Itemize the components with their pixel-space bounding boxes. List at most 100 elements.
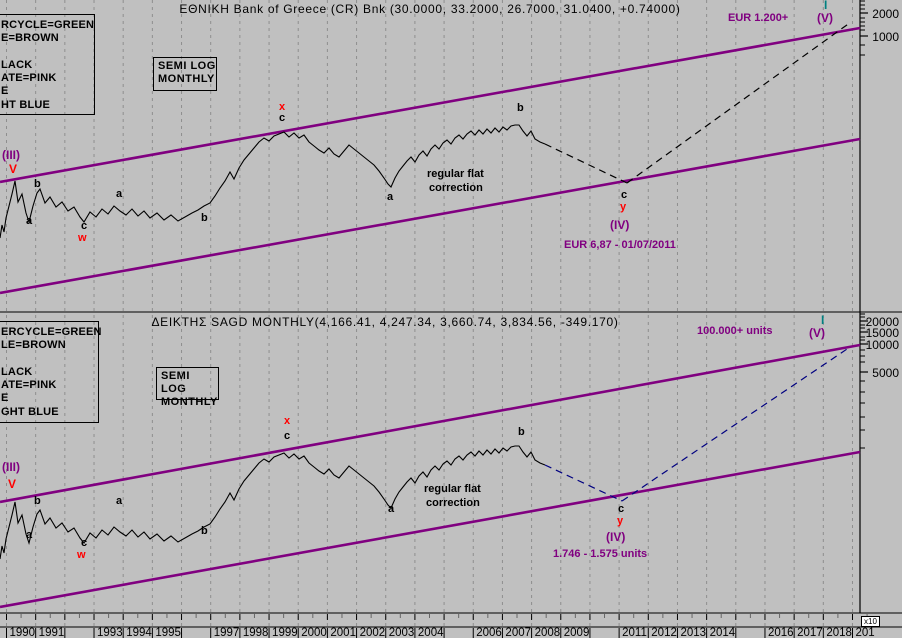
wave-degree-legend-top: RCYCLE=GREEN E=BROWN LACK ATE=PINK E HT BLUE	[0, 14, 95, 115]
year-label: 201	[855, 627, 875, 638]
wave-label: w	[77, 549, 86, 561]
chart-annotation: correction	[429, 182, 483, 194]
year-label: 2018	[826, 627, 852, 638]
wave-degree-legend-bottom: ERCYCLE=GREEN LE=BROWN LACK ATE=PINK E GHT BL…	[0, 321, 102, 423]
legend-line: ATE=PINK	[1, 379, 57, 392]
scale-mode-line: SEMI LOG	[158, 60, 216, 72]
year-label: 1997	[213, 627, 240, 638]
wave-label: c	[618, 503, 625, 515]
projection-dashed-line	[626, 21, 852, 184]
year-label: 2006	[476, 627, 502, 638]
wave-label: a	[388, 503, 395, 515]
wave-label: c	[621, 189, 628, 201]
year-label: 2014	[709, 627, 736, 638]
wave-label: c	[279, 112, 286, 124]
chart-annotation: regular flat	[427, 168, 484, 180]
wave-label: I	[824, 0, 828, 12]
wave-label: y	[620, 201, 627, 213]
wave-label: I	[821, 313, 825, 327]
wave-label: (V)	[817, 11, 833, 25]
year-label: 2000	[301, 627, 327, 638]
wave-label: y	[617, 515, 624, 527]
chart-annotation: 1.746 - 1.575 units	[553, 548, 648, 560]
wave-label: (IV)	[610, 218, 630, 232]
scale-mode-box-top: SEMI LOG MONTHLY	[153, 57, 217, 91]
wave-label: a	[116, 495, 123, 507]
legend-line: E	[1, 392, 9, 405]
scale-mode-line: MONTHLY	[161, 396, 218, 408]
wave-label: a	[26, 529, 33, 541]
upper-channel-line	[0, 26, 861, 184]
scale-mode-box-bottom: SEMI LOG MONTHLY	[156, 367, 219, 408]
legend-line: RCYCLE=GREEN	[1, 19, 95, 31]
wave-label: (IV)	[606, 530, 626, 544]
price-trace	[0, 124, 546, 239]
year-label: 1991	[38, 627, 65, 638]
chart-annotation: correction	[426, 497, 480, 509]
wave-label: (III)	[2, 460, 20, 474]
projection-dashed-line	[544, 464, 623, 502]
legend-line: HT BLUE	[1, 98, 51, 111]
legend-line	[0, 46, 94, 59]
wave-label: V	[9, 162, 18, 176]
chart-annotation: EUR 1.200+	[728, 12, 789, 24]
scale-mode-line: SEMI LOG	[161, 370, 190, 395]
year-label: 2017	[797, 627, 823, 638]
wave-label: x	[284, 415, 291, 427]
wave-label: b	[34, 495, 41, 507]
wave-label: (III)	[2, 148, 20, 162]
chart-annotation: 100.000+ units	[697, 325, 773, 337]
year-label: 1993	[97, 627, 123, 638]
year-label: 2003	[388, 627, 415, 638]
top-chart-title: EΘNIKH Bank of Greece (CR) Bnk (30.0000,…	[179, 2, 681, 16]
legend-line: LACK	[1, 365, 33, 378]
legend-line: LE=BROWN	[1, 339, 66, 352]
year-label: 2004	[417, 627, 444, 638]
year-label: 2007	[505, 627, 532, 638]
legend-line: ERCYCLE=GREEN	[1, 326, 102, 338]
y-axis-label: 10000	[865, 338, 899, 352]
year-label: 1995	[155, 627, 181, 638]
year-label: 2013	[680, 627, 707, 638]
scale-mode-line: MONTHLY	[158, 73, 215, 85]
wave-label: c	[81, 220, 88, 232]
lower-channel-line	[0, 137, 861, 295]
wave-label: b	[517, 102, 524, 114]
wave-label: (V)	[809, 326, 825, 340]
year-label: 2009	[563, 627, 590, 638]
y-axis-label: 1000	[872, 30, 899, 44]
legend-line	[0, 353, 98, 366]
wave-label: b	[34, 178, 41, 190]
x10-multiplier-badge: x10	[861, 616, 880, 627]
y-axis-label: 20000	[865, 315, 899, 329]
wave-label: b	[201, 525, 208, 537]
year-label: 1998	[242, 627, 269, 638]
y-axis-label: 2000	[872, 7, 899, 21]
chart-annotation: EUR 6,87 - 01/07/2011	[564, 239, 676, 251]
year-label: 1994	[126, 627, 152, 638]
y-axis-label: 15000	[865, 326, 899, 340]
year-label: 2002	[359, 627, 386, 638]
bottom-chart-title: ΔEIKTHΣ SAGD MONTHLY(4,166.41, 4,247.34,…	[151, 315, 619, 329]
upper-channel-line	[0, 343, 861, 504]
year-label: 2012	[651, 627, 677, 638]
projection-dashed-line	[544, 143, 628, 184]
lower-channel-line	[0, 450, 861, 609]
year-label: 2016	[767, 627, 794, 638]
legend-line: ATE=PINK	[1, 72, 57, 85]
wave-label: b	[201, 212, 208, 224]
wave-label: b	[518, 426, 525, 438]
projection-dashed-line	[621, 346, 851, 502]
wave-label: a	[116, 188, 123, 200]
wave-label: V	[8, 477, 17, 491]
legend-line: GHT BLUE	[1, 405, 59, 418]
year-label: 2008	[534, 627, 561, 638]
year-label: 2011	[622, 627, 647, 638]
year-label: 1999	[272, 627, 298, 638]
wave-label: c	[284, 430, 291, 442]
wave-label: w	[78, 232, 87, 244]
legend-line: E=BROWN	[1, 32, 59, 45]
price-trace	[0, 445, 546, 560]
